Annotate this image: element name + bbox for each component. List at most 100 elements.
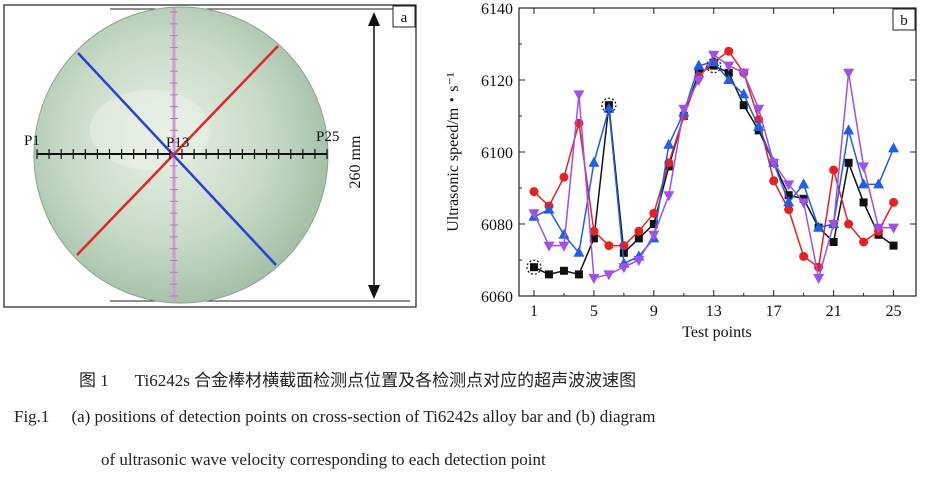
data-point (619, 248, 628, 257)
data-point (738, 68, 750, 79)
data-point (799, 251, 809, 261)
data-point (829, 238, 838, 246)
dimension-arrow-head-top (368, 12, 380, 26)
data-point (888, 142, 900, 153)
chart-axes: 6060 6080 6100 6120 6140 1 5 9 13 17 21 25 (481, 1, 916, 320)
data-point (813, 274, 825, 284)
data-point (528, 209, 540, 220)
data-point (634, 226, 644, 236)
data-point (724, 46, 734, 56)
red-diagonal-line (76, 45, 279, 256)
data-point (859, 237, 869, 247)
panel-b: 6060 6080 6100 6120 6140 1 5 9 13 17 21 25 Test poi… (445, 1, 917, 341)
data-point (828, 220, 840, 230)
data-point (723, 74, 735, 84)
data-point (783, 196, 795, 207)
data-point (618, 263, 630, 274)
panel-a-label-box (392, 5, 416, 28)
data-point (723, 61, 735, 72)
y-tick-label: 6140 (481, 1, 513, 18)
data-point (574, 270, 583, 279)
data-point (724, 68, 733, 77)
figure: P1 P13 P25 260 mm a 6060 6080 6100 6120 6140… (3, 1, 917, 341)
data-point (649, 208, 659, 218)
data-point (708, 56, 720, 66)
data-point (738, 88, 750, 99)
highlight-ring (526, 259, 542, 275)
data-point (843, 68, 855, 79)
data-point (573, 90, 585, 101)
data-point (813, 221, 825, 232)
data-point (784, 191, 793, 200)
data-point (693, 76, 705, 86)
data-point (604, 241, 614, 251)
chart-highlights (526, 57, 722, 275)
y-axis-label: Ultrasonic speed/m・s⁻¹ (445, 72, 462, 232)
x-tick-label: 25 (886, 303, 902, 320)
data-point (649, 220, 658, 228)
data-point (543, 241, 555, 252)
x-tick-label: 9 (650, 303, 658, 320)
y-tick-label: 6120 (481, 73, 513, 90)
data-point (559, 266, 568, 275)
data-point (544, 270, 553, 279)
x-tick-label: 21 (826, 303, 842, 320)
dimension-label: 260 mm (347, 135, 364, 188)
y-tick-label: 6080 (481, 217, 513, 234)
caption-chinese: 图 1 Ti6242s 合金棒材横截面检测点位置及各检测点对应的超声波波速图 (79, 366, 662, 391)
highlight-ring (601, 97, 617, 113)
data-point (693, 59, 705, 70)
data-point (708, 50, 720, 61)
y-tick-label: 6060 (481, 289, 513, 306)
data-point (768, 158, 780, 169)
series-triangle-down (528, 50, 900, 284)
horizontal-line-ticks (36, 149, 328, 159)
panel-b-label: b (900, 13, 908, 29)
data-point (603, 270, 615, 281)
data-point (798, 198, 810, 209)
data-point (603, 102, 615, 113)
data-point (889, 197, 899, 207)
x-tick-label: 17 (766, 303, 782, 320)
label-p25: P25 (316, 129, 339, 145)
data-point (558, 241, 570, 252)
data-point (844, 158, 853, 167)
x-tick-label: 1 (530, 303, 538, 320)
data-point (633, 256, 645, 266)
data-point (798, 178, 810, 189)
data-point (784, 205, 794, 215)
caption-english-line1: Fig.1 (a) positions of detection points o… (14, 407, 655, 427)
data-point (858, 178, 870, 189)
data-point (858, 162, 870, 173)
data-point (588, 156, 600, 167)
dimension-arrow-head-bottom (368, 285, 380, 299)
caption-cn-text: Ti6242s 合金棒材横截面检测点位置及各检测点对应的超声波波速图 (134, 371, 637, 390)
panel-a: P1 P13 P25 260 mm a (3, 4, 417, 308)
x-tick-label: 5 (590, 303, 598, 320)
data-point (663, 138, 675, 149)
data-point (873, 223, 885, 234)
data-point (829, 165, 839, 175)
data-point (873, 178, 885, 189)
data-point (589, 234, 598, 243)
caption-english-line2: of ultrasonic wave velocity correspondin… (101, 450, 546, 469)
vertical-line-ticks (170, 11, 178, 297)
data-point (769, 176, 779, 186)
caption-cn-number: 图 1 (79, 371, 109, 390)
data-point (859, 198, 868, 207)
caption-en-number: Fig.1 (14, 407, 50, 426)
data-point (573, 246, 585, 257)
data-point (844, 219, 854, 229)
data-point (648, 230, 660, 241)
chart-series (528, 46, 900, 284)
data-point (739, 101, 748, 110)
data-point (634, 234, 643, 243)
data-point (889, 241, 898, 250)
blue-diagonal-line (77, 52, 277, 266)
data-point (529, 187, 539, 197)
highlight-ring (706, 57, 722, 74)
data-point (559, 172, 569, 182)
data-point (619, 241, 629, 251)
panel-b-label-box (892, 8, 916, 31)
data-point (888, 223, 900, 234)
